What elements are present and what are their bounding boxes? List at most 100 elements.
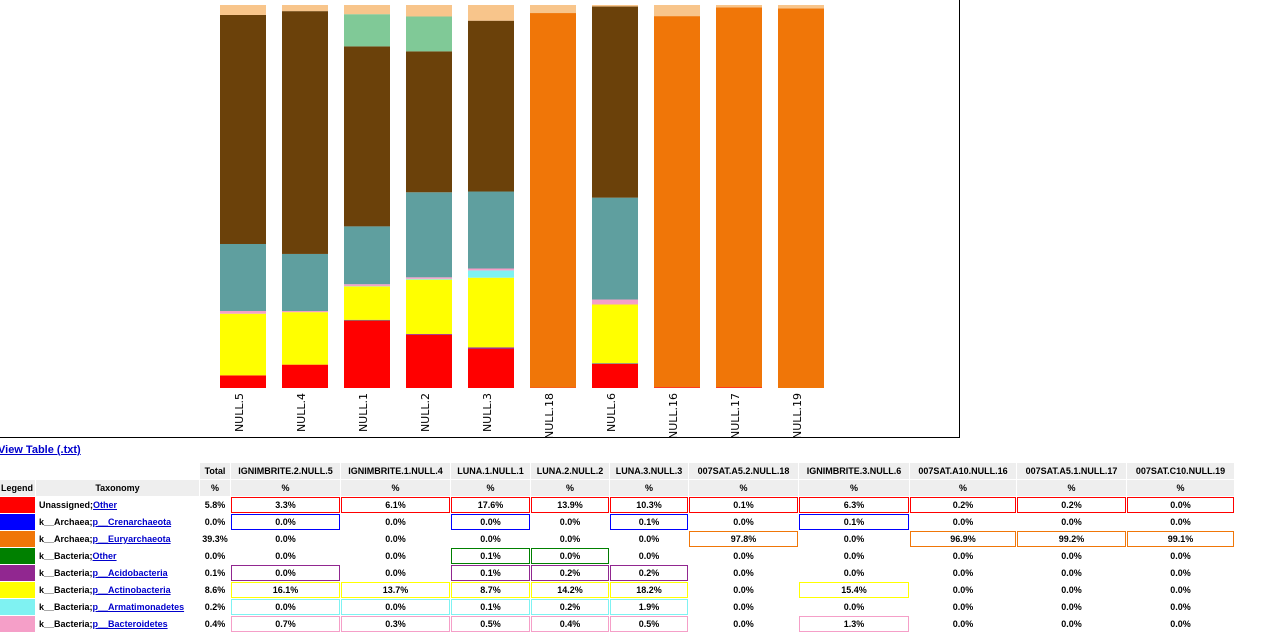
value-cell: 0.0% [341, 531, 450, 547]
bar-segment [344, 46, 390, 226]
value-cell: 0.0% [1017, 599, 1126, 615]
bar-segment [592, 7, 638, 198]
value-cell: 0.0% [1017, 616, 1126, 632]
value-cell: 5.8% [200, 497, 230, 513]
x-tick-label: NULL.18 [543, 393, 556, 438]
column-header: IGNIMBRITE.1.NULL.4 [341, 463, 450, 479]
value-cell: 97.8% [689, 531, 798, 547]
subheader-cell: Legend [0, 480, 35, 496]
value-cell: 0.0% [1127, 514, 1234, 530]
bar-segment [468, 349, 514, 388]
taxonomy-link[interactable]: p__Actinobacteria [93, 585, 171, 595]
value-cell: 0.0% [1127, 616, 1234, 632]
bar-segment [282, 365, 328, 388]
value-cell: 0.0% [1017, 582, 1126, 598]
value-cell: 0.2% [610, 565, 688, 581]
bar-segment [344, 287, 390, 320]
value-cell: 14.2% [531, 582, 609, 598]
bar-segment [406, 277, 452, 279]
value-cell: 13.7% [341, 582, 450, 598]
bar-segment [592, 198, 638, 300]
bar-segment [468, 192, 514, 269]
taxonomy-prefix: k__Bacteria; [39, 619, 93, 629]
taxonomy-link[interactable]: p__Crenarchaeota [93, 517, 172, 527]
bar-segment [406, 280, 452, 334]
taxonomy-prefix: k__Bacteria; [39, 568, 93, 578]
taxonomy-link[interactable]: p__Euryarchaeota [93, 534, 171, 544]
value-cell: 0.0% [341, 599, 450, 615]
value-cell: 0.0% [1127, 582, 1234, 598]
value-cell: 0.0% [689, 565, 798, 581]
bar-segment [220, 5, 266, 15]
value-cell: 3.3% [231, 497, 340, 513]
taxonomy-link[interactable]: p__Bacteroidetes [93, 619, 168, 629]
value-cell: 0.2% [1017, 497, 1126, 513]
taxonomy-link[interactable]: p__Armatimonadetes [93, 602, 185, 612]
bar-segment [220, 314, 266, 376]
value-cell: 0.0% [1127, 565, 1234, 581]
value-cell: 0.0% [799, 599, 909, 615]
subheader-cell: % [799, 480, 909, 496]
bar-segment [468, 347, 514, 348]
taxonomy-link[interactable]: Other [93, 500, 117, 510]
value-cell: 0.2% [200, 599, 230, 615]
column-header: 007SAT.A10.NULL.16 [910, 463, 1016, 479]
value-cell: 13.9% [531, 497, 609, 513]
legend-swatch [0, 599, 35, 615]
bar-segment [282, 312, 328, 364]
value-cell: 0.0% [231, 599, 340, 615]
taxonomy-prefix: k__Bacteria; [39, 551, 93, 561]
value-cell: 0.0% [1127, 548, 1234, 564]
taxonomy-link[interactable]: Other [93, 551, 117, 561]
taxonomy-prefix: k__Archaea; [39, 517, 93, 527]
column-header: IGNIMBRITE.3.NULL.6 [799, 463, 909, 479]
bar-segment [406, 51, 452, 192]
bar-segment [406, 16, 452, 51]
bar-segment [592, 305, 638, 364]
value-cell: 0.0% [689, 514, 798, 530]
legend-swatch [0, 531, 35, 547]
bar-segment [654, 16, 700, 387]
bar-segment [716, 387, 762, 388]
subheader-cell: % [200, 480, 230, 496]
x-tick-label: NULL.5 [233, 393, 246, 432]
bar-segment [406, 5, 452, 16]
empty-cell [0, 463, 199, 479]
value-cell: 0.0% [1127, 497, 1234, 513]
value-cell: 99.2% [1017, 531, 1126, 547]
view-table-link[interactable]: View Table (.txt) [0, 444, 81, 456]
value-cell: 0.0% [451, 531, 530, 547]
bar-segment [468, 269, 514, 271]
value-cell: 0.0% [341, 548, 450, 564]
subheader-cell: % [689, 480, 798, 496]
taxonomy-cell: k__Bacteria;p__Actinobacteria [36, 582, 199, 598]
column-header: Total [200, 463, 230, 479]
bar-segment [778, 5, 824, 8]
taxonomy-link[interactable]: p__Acidobacteria [93, 568, 168, 578]
legend-swatch [0, 616, 35, 632]
bar-segment [344, 284, 390, 286]
value-cell: 39.3% [200, 531, 230, 547]
taxonomy-cell: Unassigned;Other [36, 497, 199, 513]
value-cell: 6.1% [341, 497, 450, 513]
bar-segment [344, 226, 390, 284]
value-cell: 0.2% [531, 599, 609, 615]
value-cell: 0.0% [910, 616, 1016, 632]
taxonomy-cell: k__Bacteria;p__Acidobacteria [36, 565, 199, 581]
bar-segment [282, 254, 328, 311]
value-cell: 0.0% [910, 514, 1016, 530]
bar-segment [344, 321, 390, 388]
bar-segment [220, 15, 266, 244]
value-cell: 1.3% [799, 616, 909, 632]
legend-swatch [0, 565, 35, 581]
bar-segment [592, 364, 638, 388]
x-tick-label: NULL.3 [481, 393, 494, 432]
subheader-cell: Taxonomy [36, 480, 199, 496]
subheader-cell: % [451, 480, 530, 496]
bar-segment [282, 5, 328, 11]
value-cell: 0.0% [689, 616, 798, 632]
